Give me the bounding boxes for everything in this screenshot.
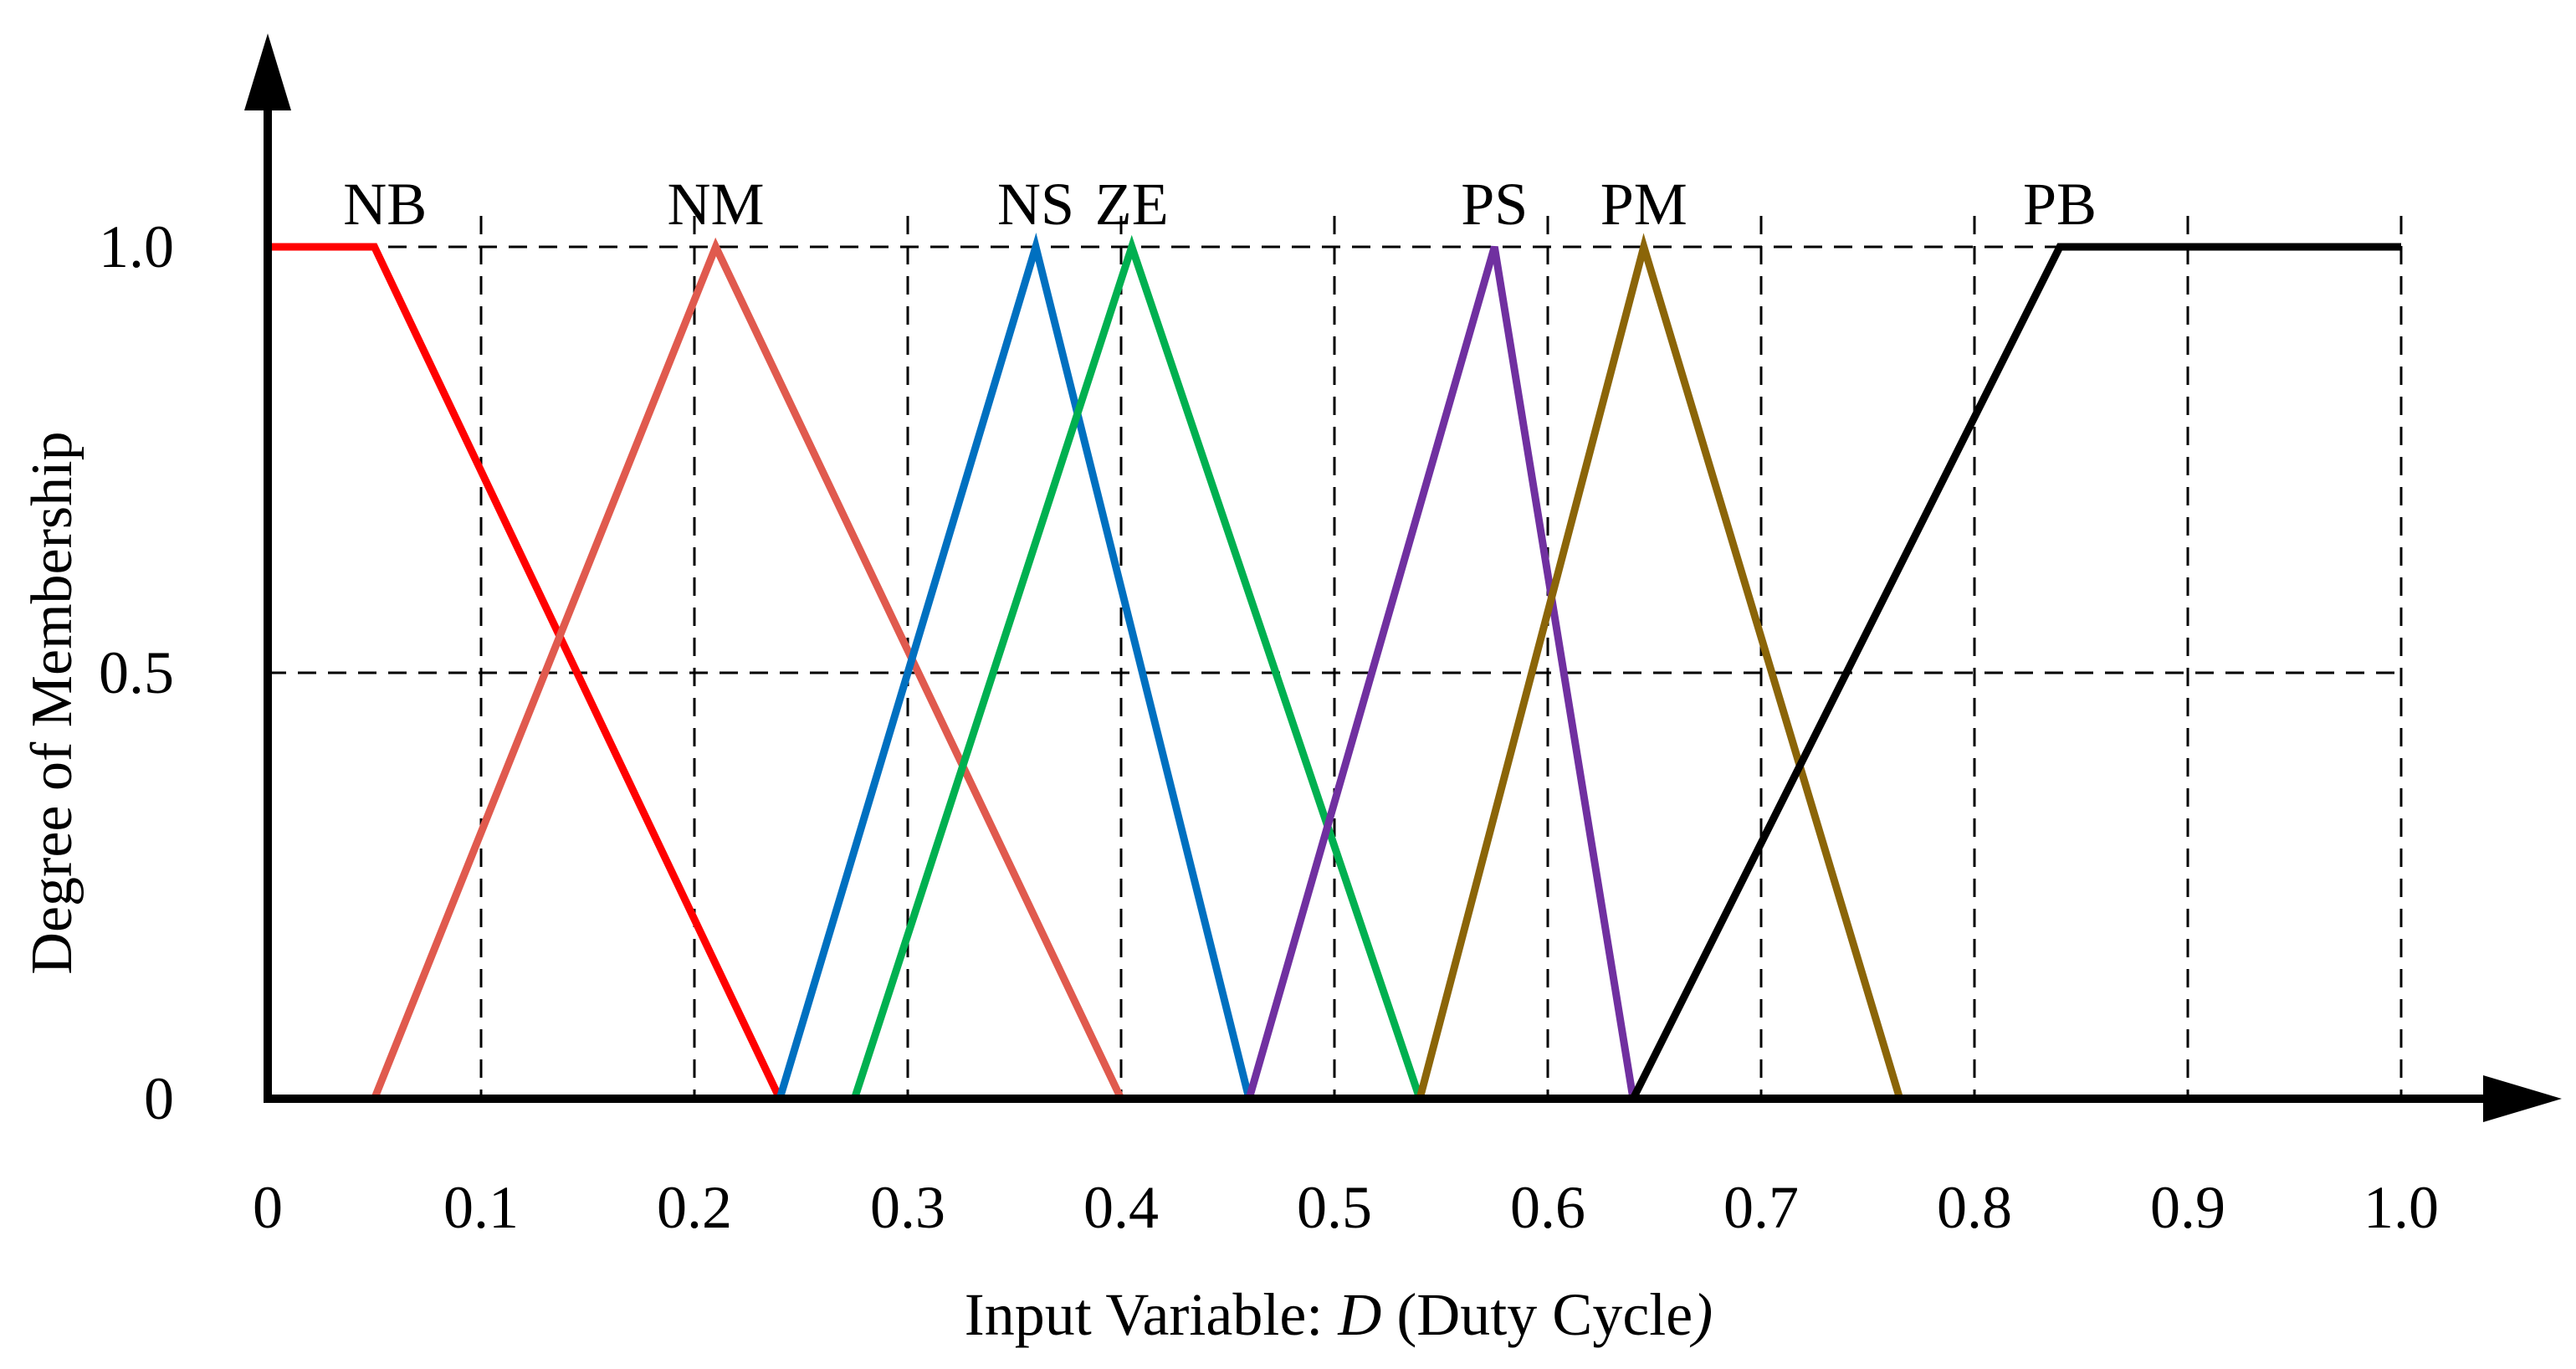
- x-tick-label: 0.3: [870, 1174, 945, 1241]
- x-tick-label: 0.8: [1937, 1174, 2012, 1241]
- grid-lines: [268, 216, 2403, 1099]
- mf-curve-nm: [371, 237, 1125, 1100]
- x-tick-label: 0.4: [1083, 1174, 1159, 1241]
- membership-labels: NB NM NS ZE PS PM PB: [343, 171, 2097, 238]
- mf-label-ze: ZE: [1095, 171, 1169, 238]
- x-tick-label: 0.5: [1297, 1174, 1372, 1241]
- y-tick-label: 0: [144, 1065, 174, 1132]
- x-tick-label: 0.1: [443, 1174, 519, 1241]
- x-axis-variable: D: [1337, 1281, 1381, 1348]
- y-tick-label: 1.0: [99, 213, 174, 280]
- x-axis-arrow: [2483, 1075, 2562, 1122]
- mf-curve-pm: [1416, 233, 1904, 1100]
- mf-curve-pb: [1629, 243, 2401, 1101]
- tick-labels: 0 0.1 0.2 0.3 0.4 0.5 0.6 0.7 0.8 0.9 1.0 0 0.5 1.0: [99, 213, 2439, 1241]
- mf-curve-ps: [1245, 245, 1637, 1100]
- mf-curve-nb: [268, 243, 784, 1100]
- x-axis-label: Input Variable: D (Duty Cycle): [965, 1281, 1713, 1348]
- y-axis-label: Degree of Membership: [20, 431, 85, 974]
- x-tick-label: 0.6: [1510, 1174, 1585, 1241]
- x-tick-label: 0: [253, 1174, 283, 1241]
- mf-label-nb: NB: [343, 171, 427, 238]
- mf-label-ps: PS: [1461, 171, 1528, 238]
- mf-curve-ze: [851, 234, 1424, 1100]
- mf-label-pb: PB: [2023, 171, 2097, 238]
- membership-curves: [268, 233, 2401, 1101]
- axes: [244, 33, 2562, 1122]
- x-tick-label: 0.9: [2150, 1174, 2225, 1241]
- mf-curve-ns: [776, 233, 1253, 1100]
- mf-label-pm: PM: [1600, 171, 1687, 238]
- x-tick-label: 0.2: [657, 1174, 732, 1241]
- y-tick-label: 0.5: [99, 639, 174, 706]
- x-tick-label: 1.0: [2363, 1174, 2439, 1241]
- mf-label-ns: NS: [997, 171, 1074, 238]
- x-tick-label: 0.7: [1723, 1174, 1799, 1241]
- mf-label-nm: NM: [667, 171, 764, 238]
- y-axis-arrow: [244, 33, 291, 110]
